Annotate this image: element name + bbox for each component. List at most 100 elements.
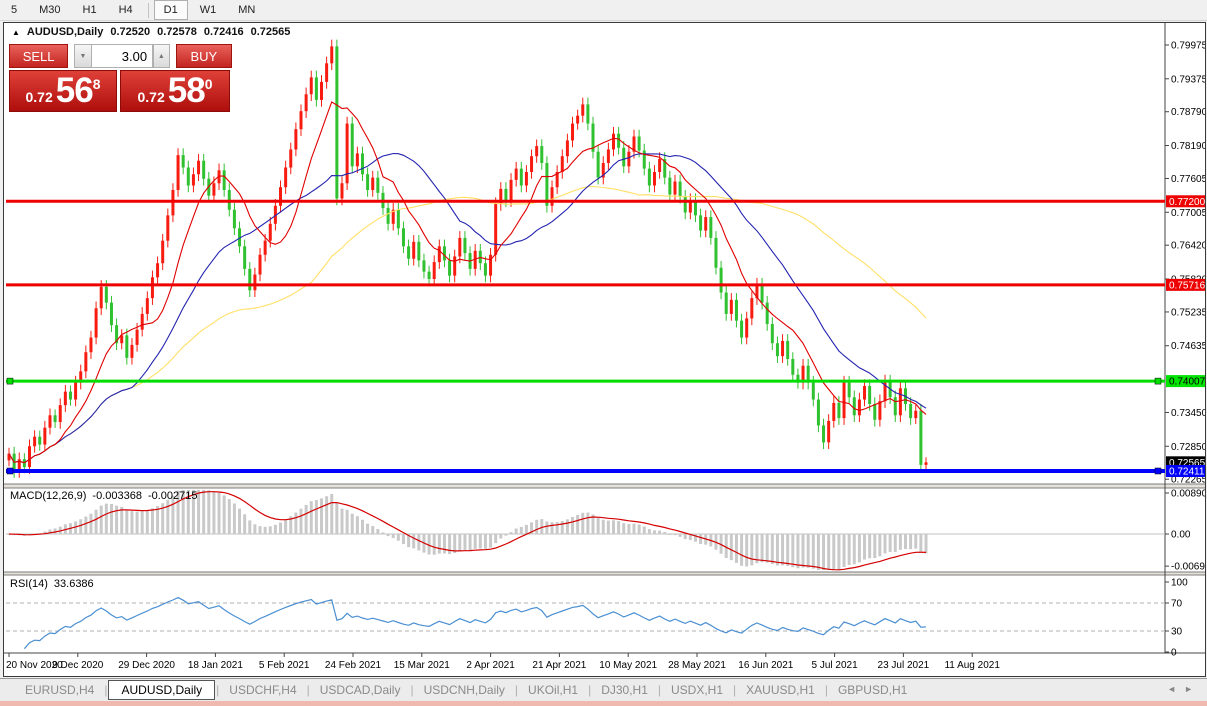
tab-gbpusd-h1[interactable]: GBPUSD,H1	[837, 683, 908, 697]
tab-separator: |	[104, 683, 108, 697]
date-axis-label: 28 May 2021	[668, 660, 726, 671]
rsi-name: RSI(14)	[10, 578, 48, 590]
rsi-axis-tick: 30	[1171, 627, 1183, 638]
timeframe-button-m30[interactable]: M30	[39, 4, 61, 16]
sell-price-sup: 8	[92, 76, 101, 92]
timeframe-button-h4[interactable]: H4	[118, 4, 133, 16]
macd-name: MACD(12,26,9)	[10, 490, 87, 502]
price-label-text: 0.77200	[1169, 197, 1205, 208]
chart-tab-bar: EURUSD,H4 | AUDUSD,Daily | USDCHF,H4 | USDCAD,…	[0, 678, 1207, 701]
tab-audusd-daily[interactable]: AUDUSD,Daily	[108, 680, 216, 700]
price-axis-tick: 0.78190	[1171, 141, 1205, 152]
quote-high: 0.72578	[157, 26, 197, 38]
tab-eurusd-h4[interactable]: EURUSD,H4	[25, 683, 95, 697]
date-axis-label: 11 Aug 2021	[944, 660, 1000, 671]
tab-scroll-right-icon[interactable]: ►	[1184, 684, 1201, 694]
timeframe-toolbar: 5 M30 H1 H4 D1 W1 MN	[0, 0, 1207, 21]
sell-button[interactable]: SELL	[9, 44, 69, 68]
date-axis-label: 21 Apr 2021	[532, 660, 586, 671]
macd-value-main: -0.003368	[92, 490, 142, 502]
macd-layer	[6, 490, 1165, 571]
date-axis-label: 23 Jul 2021	[878, 660, 930, 671]
tab-ukoil-h1[interactable]: UKOil,H1	[528, 683, 579, 697]
price-label-text: 0.75716	[1169, 280, 1205, 291]
price-label-text: 0.72565	[1169, 458, 1205, 469]
line-handle[interactable]	[1154, 467, 1162, 475]
pane-splitter[interactable]	[4, 572, 1205, 575]
tab-dj30-h1[interactable]: DJ30,H1	[601, 683, 648, 697]
sell-price-display[interactable]: 0.72 56 8	[9, 70, 117, 112]
date-axis-label: 15 Mar 2021	[394, 660, 451, 671]
chart-symbol-label: AUDUSD,Daily	[26, 26, 104, 38]
price-axis-tick: 0.74635	[1171, 341, 1205, 352]
pane-splitter[interactable]	[4, 484, 1205, 488]
bottom-status-strip	[0, 701, 1207, 706]
date-axis-label: 10 May 2021	[599, 660, 657, 671]
date-axis-label: 5 Jul 2021	[812, 660, 859, 671]
collapse-icon[interactable]: ▲	[12, 27, 20, 37]
tab-xauusd-h1[interactable]: XAUUSD,H1	[746, 683, 815, 697]
line-handle[interactable]	[1154, 377, 1162, 385]
moving-average-10[interactable]	[8, 101, 927, 464]
timeframe-button-mn[interactable]: MN	[238, 4, 256, 16]
volume-increase-icon[interactable]: ▲	[153, 44, 170, 68]
tab-usdx-h1[interactable]: USDX,H1	[671, 683, 724, 697]
timeframe-button-h1[interactable]: H1	[82, 4, 97, 16]
buy-price-base: 0.72	[137, 89, 165, 105]
date-axis-label: 9 Dec 2020	[52, 660, 104, 671]
price-axis-tick: 0.79975	[1171, 40, 1205, 51]
macd-axis-tick: 0.00	[1171, 530, 1191, 541]
price-axis-tick: 0.75235	[1171, 307, 1205, 318]
tab-separator: |	[306, 683, 310, 697]
price-label-box	[1166, 195, 1205, 208]
quote-low: 0.72416	[203, 26, 244, 38]
date-axis-label: 24 Feb 2021	[325, 660, 382, 671]
line-handle[interactable]	[6, 377, 14, 385]
quote-close: 0.72565	[250, 26, 291, 38]
tab-separator: |	[588, 683, 592, 697]
macd-indicator-label: MACD(12,26,9) -0.003368 -0.002715	[10, 490, 198, 502]
price-label-box	[1166, 464, 1205, 477]
price-axis-tick: 0.79375	[1171, 74, 1205, 85]
date-axis-label: 16 Jun 2021	[738, 660, 793, 671]
price-chart[interactable]: 0.79975 0.79375 0.78790 0.78190 0.77605 0.770…	[4, 23, 1205, 676]
moving-average-25[interactable]	[8, 152, 927, 464]
sell-price-big: 56	[55, 71, 94, 110]
moving-average-60[interactable]	[8, 185, 927, 464]
price-axis-tick: 0.76420	[1171, 241, 1205, 252]
rsi-axis-tick: 70	[1171, 599, 1183, 610]
timeframe-button-d1[interactable]: D1	[153, 0, 188, 20]
one-click-trading-panel: SELL ▼ 3.00 ▲ BUY 0.72 56 8 0.72 58 0	[9, 44, 232, 112]
tab-separator: |	[410, 683, 414, 697]
price-label-box	[1166, 278, 1205, 291]
tab-usdcad-daily[interactable]: USDCAD,Daily	[319, 683, 401, 697]
macd-axis-tick: -0.00697	[1171, 562, 1205, 573]
tab-scroll-left-icon[interactable]: ◄	[1167, 684, 1185, 694]
volume-decrease-icon[interactable]: ▼	[74, 44, 91, 68]
toolbar-separator	[147, 2, 149, 18]
price-axis-tick: 0.77605	[1171, 174, 1205, 185]
date-axis-label: 20 Nov 2020	[6, 660, 63, 671]
line-handle[interactable]	[6, 467, 14, 475]
timeframe-button-w1[interactable]: W1	[199, 4, 217, 16]
chart-background	[4, 23, 1205, 676]
macd-value-signal: -0.002715	[147, 490, 198, 502]
buy-price-sup: 0	[204, 76, 213, 92]
buy-button[interactable]: BUY	[175, 44, 232, 68]
tab-usdcnh-daily[interactable]: USDCNH,Daily	[423, 683, 505, 697]
price-axis-tick: 0.78790	[1171, 107, 1205, 118]
timeframe-button-5[interactable]: 5	[11, 4, 18, 16]
rsi-value: 33.6386	[53, 578, 94, 590]
tab-usdchf-h4[interactable]: USDCHF,H4	[229, 683, 297, 697]
volume-input[interactable]: 3.00	[90, 44, 154, 68]
price-axis-tick: 0.77005	[1171, 208, 1205, 219]
price-label-box	[1166, 375, 1205, 388]
chart-title: ▲ AUDUSD,Daily 0.72520 0.72578 0.72416 0…	[12, 26, 290, 38]
rsi-axis-tick: 100	[1171, 578, 1188, 589]
date-axis-label: 29 Dec 2020	[118, 660, 175, 671]
buy-price-display[interactable]: 0.72 58 0	[120, 70, 230, 112]
sell-price-base: 0.72	[25, 89, 53, 105]
macd-axis-tick: 0.008903	[1171, 489, 1205, 500]
chart-area: 0.79975 0.79375 0.78790 0.78190 0.77605 0.770…	[3, 22, 1206, 677]
